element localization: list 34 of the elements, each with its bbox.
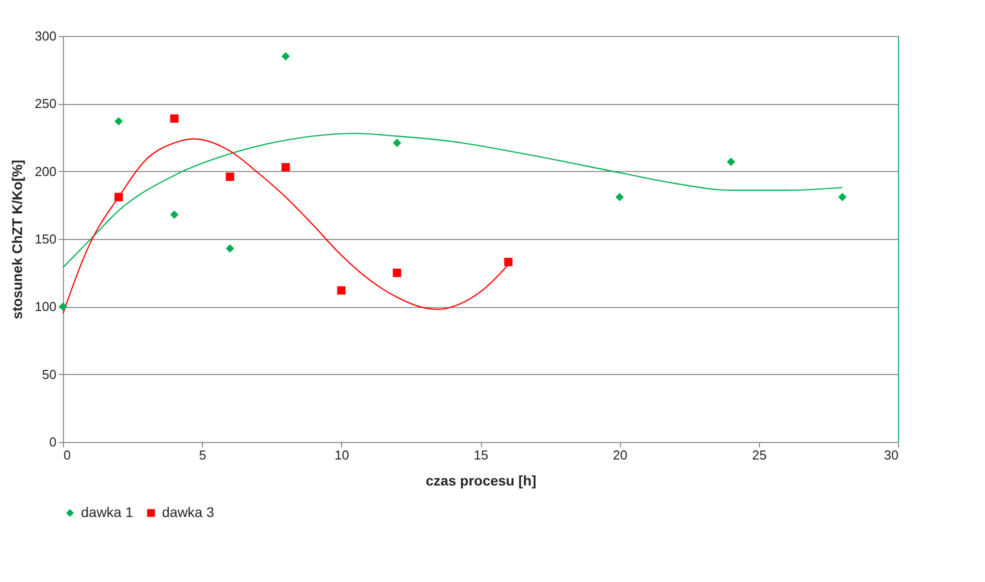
y-tick-label: 200 bbox=[34, 164, 56, 179]
point bbox=[226, 172, 234, 181]
point bbox=[337, 286, 346, 295]
point bbox=[226, 244, 234, 253]
point bbox=[114, 192, 123, 202]
point bbox=[392, 268, 402, 278]
point bbox=[114, 117, 123, 126]
point bbox=[392, 138, 402, 148]
x-tick-label: 15 bbox=[474, 448, 488, 462]
point bbox=[170, 114, 179, 123]
y-tick-label: 150 bbox=[34, 232, 56, 246]
y-tick-label: 100 bbox=[34, 299, 56, 314]
y-tick-label: 300 bbox=[34, 28, 56, 44]
y-axis-title: stosunek ChZT K/Ko[%] bbox=[8, 160, 25, 320]
y-tick-label: 250 bbox=[34, 96, 56, 112]
x-tick-label: 0 bbox=[64, 448, 71, 462]
x-tick-label: 25 bbox=[752, 448, 767, 462]
y-tick-label: 50 bbox=[42, 366, 56, 382]
point bbox=[281, 52, 290, 60]
line-series bbox=[62, 132, 843, 268]
legend-label: dawka 1 bbox=[81, 504, 134, 520]
point bbox=[838, 192, 847, 202]
x-tick-label: 20 bbox=[612, 448, 628, 462]
point bbox=[281, 163, 290, 172]
y-tick-label: 0 bbox=[49, 434, 56, 450]
x-tick-label: 10 bbox=[334, 448, 350, 462]
x-tick-label: 5 bbox=[199, 448, 206, 462]
point bbox=[504, 258, 513, 266]
point bbox=[615, 192, 624, 202]
point bbox=[170, 210, 179, 219]
x-axis-title: czas procesu [h] bbox=[426, 472, 536, 488]
point bbox=[726, 158, 736, 166]
legend-label: dawka 3 bbox=[162, 504, 214, 520]
x-tick-label: 30 bbox=[884, 448, 898, 462]
